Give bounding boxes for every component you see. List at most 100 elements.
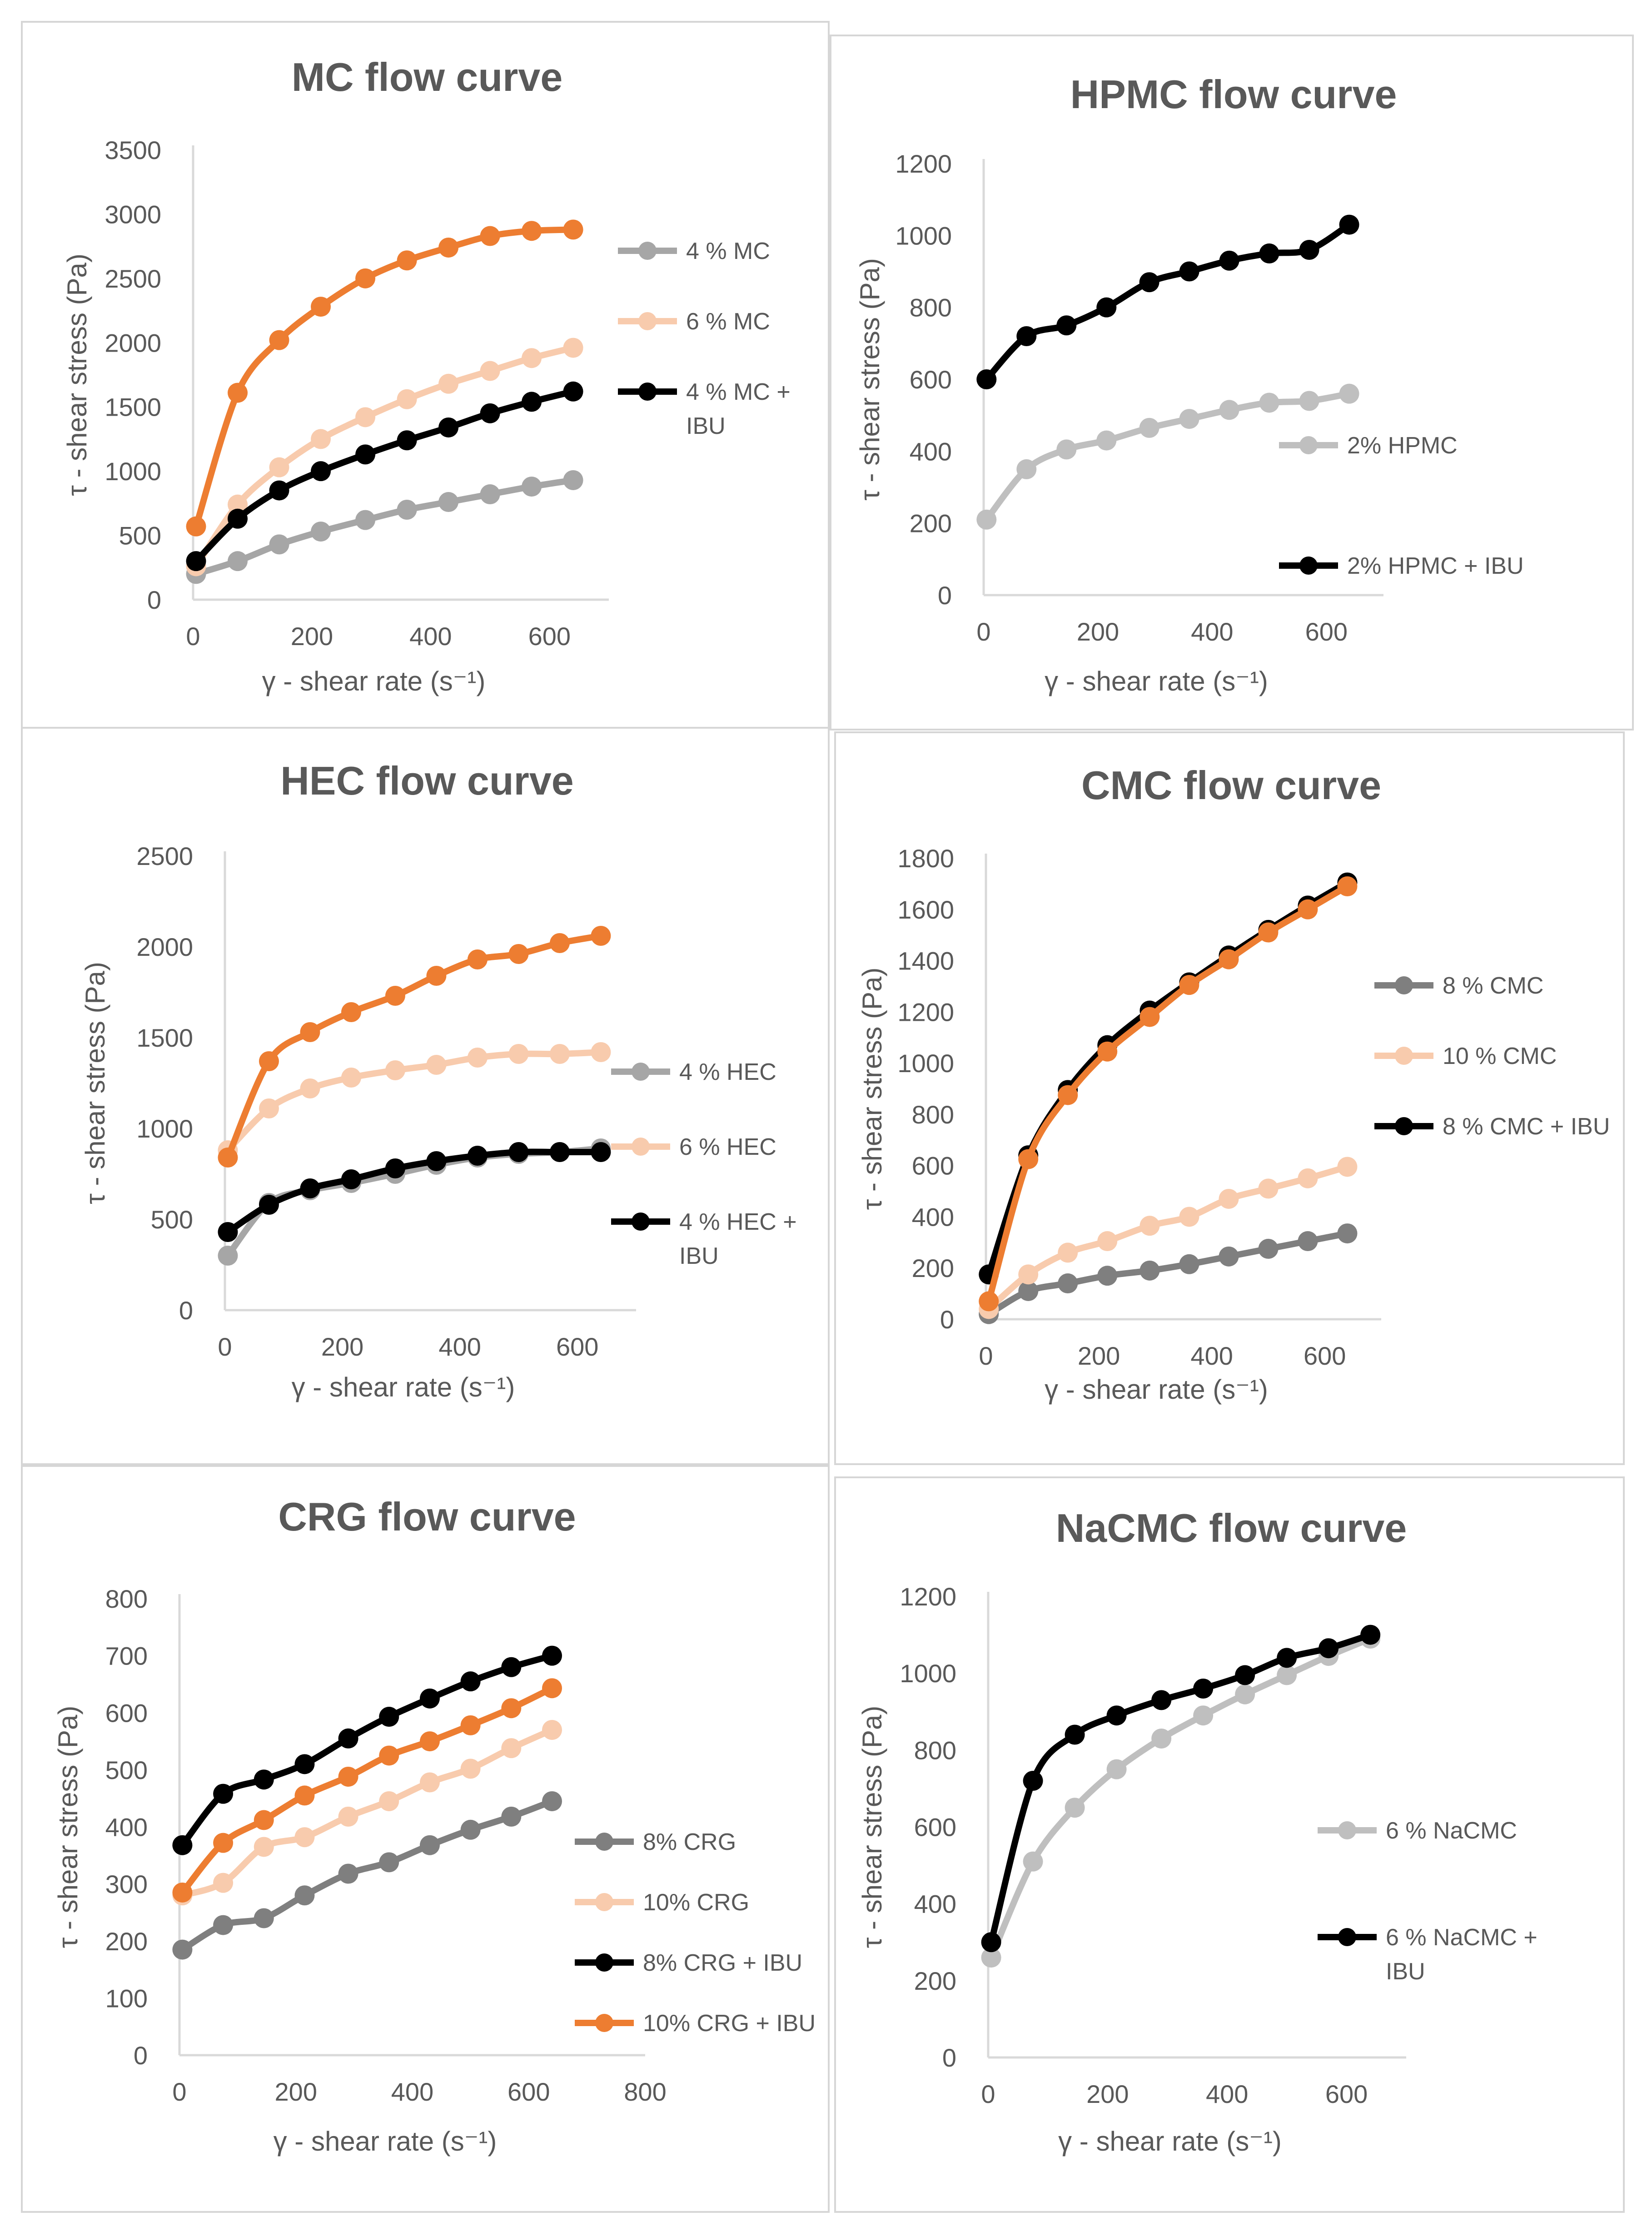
y-tick-label: 600 <box>912 1152 954 1180</box>
y-tick-label: 500 <box>151 1205 193 1234</box>
legend-label: 10% CRG + IBU <box>643 2010 816 2037</box>
y-tick-label: 200 <box>910 509 952 538</box>
legend-label: IBU <box>679 1243 719 1269</box>
data-point <box>467 1146 488 1166</box>
y-tick-label: 3500 <box>104 136 161 164</box>
nacmc-chart-panel: NaCMC flow curve 0 200 400 600 800 1000 1200 0 20… <box>834 1476 1625 2213</box>
y-tick-label: 1600 <box>897 895 954 924</box>
y-tick-label: 300 <box>105 1870 148 1898</box>
data-point <box>172 1835 193 1855</box>
series-line <box>983 221 1353 383</box>
data-point <box>1058 1085 1078 1105</box>
data-point <box>172 1882 193 1903</box>
data-point <box>269 457 289 477</box>
x-tick-label: 0 <box>981 2080 995 2108</box>
data-point <box>1056 439 1077 460</box>
x-tick-label: 0 <box>976 617 990 646</box>
legend-label: 8% CRG + IBU <box>643 1950 802 1976</box>
y-tick-label: 800 <box>914 1736 956 1764</box>
hec-chart: HEC flow curve 0 500 1000 1500 2000 2500 0 200 40… <box>80 758 797 1402</box>
nacmc-chart: NaCMC flow curve 0 200 400 600 800 1000 1200 0 20… <box>857 1506 1538 2156</box>
data-point <box>1056 315 1077 336</box>
y-tick-label: 1500 <box>104 393 161 422</box>
data-point <box>172 1939 193 1960</box>
x-tick-label: 400 <box>1206 2080 1248 2108</box>
data-point <box>213 1915 234 1935</box>
legend-label: 4 % MC + <box>686 379 791 405</box>
cmc-chart: CMC flow curve 0 200 400 600 800 1000 1200 1400 1… <box>857 763 1610 1405</box>
data-point <box>522 477 542 497</box>
data-point <box>1058 1242 1078 1263</box>
data-point <box>419 1731 440 1752</box>
legend-label: 2% HPMC <box>1347 432 1458 459</box>
data-point <box>976 509 997 530</box>
data-point <box>1016 326 1037 346</box>
legend-label: 6 % NaCMC + <box>1386 1924 1538 1951</box>
y-tick-label: 0 <box>942 2043 956 2072</box>
data-point <box>1299 240 1319 260</box>
y-tick-label: 2500 <box>104 264 161 293</box>
data-point <box>311 461 331 482</box>
x-axis-label: γ - shear rate (s⁻¹) <box>1058 2126 1282 2156</box>
series-line <box>179 1726 555 1899</box>
series-line <box>988 1635 1374 1961</box>
data-point <box>1258 1238 1279 1259</box>
data-point <box>480 484 500 505</box>
y-axis-label: τ - shear stress (Pa) <box>80 962 110 1204</box>
y-axis-label: τ - shear stress (Pa) <box>857 968 887 1210</box>
series-line <box>985 883 1351 1305</box>
chart-title: HEC flow curve <box>280 758 573 803</box>
data-point <box>269 330 289 350</box>
data-point <box>563 338 583 358</box>
data-point <box>467 1048 488 1068</box>
data-point <box>1058 1273 1078 1294</box>
x-tick-label: 600 <box>508 2077 550 2106</box>
series-line <box>985 1230 1351 1317</box>
data-point <box>419 1688 440 1709</box>
data-point <box>501 1738 522 1759</box>
data-point <box>438 373 459 394</box>
data-point <box>228 494 248 515</box>
legend-marker <box>638 312 657 330</box>
data-point <box>549 1044 570 1064</box>
series-line <box>224 933 604 1161</box>
x-tick-label: 400 <box>438 1332 481 1361</box>
data-point <box>379 1791 399 1811</box>
data-point <box>300 1022 320 1042</box>
chart-title: NaCMC flow curve <box>1056 1506 1407 1550</box>
legend-label: 4 % HEC <box>679 1059 776 1085</box>
legend-marker <box>1338 1928 1356 1946</box>
data-point <box>379 1707 399 1727</box>
data-point <box>1337 1223 1358 1244</box>
data-point <box>385 1060 405 1080</box>
data-point <box>1179 1207 1199 1227</box>
y-tick-label: 0 <box>938 581 952 610</box>
y-tick-label: 500 <box>119 522 161 550</box>
data-point <box>355 268 376 288</box>
data-point <box>501 1698 522 1719</box>
data-point <box>460 1671 481 1692</box>
hpmc-chart-panel: HPMC flow curve 0 200 400 600 800 1000 1200 0 200… <box>830 35 1634 730</box>
legend-label: 10 % CMC <box>1443 1043 1557 1069</box>
data-point <box>341 1068 361 1088</box>
legend-label: 6 % MC <box>686 308 770 335</box>
data-point <box>355 407 376 427</box>
chart-title: CMC flow curve <box>1081 763 1381 808</box>
data-point <box>254 1810 274 1830</box>
data-point <box>269 480 289 501</box>
y-tick-label: 1000 <box>136 1114 193 1143</box>
data-point <box>1151 1690 1172 1710</box>
y-tick-label: 200 <box>914 1967 956 1995</box>
x-axis-label: γ - shear rate (s⁻¹) <box>1045 1374 1268 1405</box>
data-point <box>438 237 459 258</box>
x-tick-label: 0 <box>172 2077 186 2106</box>
data-point <box>501 1657 522 1677</box>
legend-marker <box>638 242 657 260</box>
y-tick-label: 500 <box>105 1756 148 1784</box>
series-line <box>179 1652 555 1848</box>
data-point <box>1179 261 1199 282</box>
series-line <box>983 390 1353 523</box>
series-line <box>193 388 577 565</box>
data-point <box>480 403 500 423</box>
data-point <box>1258 922 1279 943</box>
